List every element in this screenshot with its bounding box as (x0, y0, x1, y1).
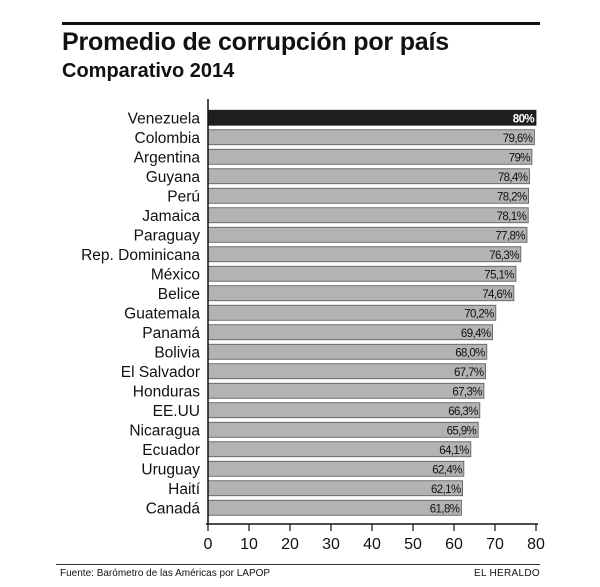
x-tick-label: 70 (486, 536, 504, 553)
bar (207, 382, 485, 399)
bar (207, 421, 479, 438)
value-label: 67,7% (454, 367, 484, 379)
value-label: 79,6% (503, 133, 533, 145)
category-label: Colombia (135, 130, 201, 147)
value-label: 62,4% (432, 464, 462, 476)
value-label: 65,9% (447, 425, 477, 437)
value-label: 78,2% (497, 191, 527, 203)
category-label: Paraguay (134, 227, 201, 244)
x-tick-label: 0 (204, 536, 213, 553)
category-label: Guatemala (124, 305, 200, 322)
bar (207, 168, 530, 185)
chart-subtitle: Comparativo 2014 (62, 60, 235, 82)
value-label: 69,4% (461, 328, 491, 340)
category-label: El Salvador (121, 364, 200, 381)
x-tick-label: 30 (322, 536, 340, 553)
bar (207, 402, 481, 419)
bar (207, 265, 517, 282)
bar (207, 129, 535, 146)
bar (207, 207, 529, 224)
value-label: 80% (513, 113, 535, 125)
brand-label: EL HERALDO (474, 568, 540, 579)
bar (207, 187, 530, 204)
x-tick-label: 40 (363, 536, 381, 553)
category-label: Rep. Dominicana (81, 247, 200, 264)
bar (207, 441, 472, 458)
bar (207, 226, 528, 243)
value-label: 79% (509, 152, 531, 164)
category-label: Haití (168, 481, 201, 498)
x-tick-label: 10 (240, 536, 258, 553)
category-label: Honduras (133, 383, 200, 400)
category-label: EE.UU (153, 403, 200, 420)
bar (207, 285, 515, 302)
bar (207, 343, 488, 360)
category-label: México (151, 266, 200, 283)
category-label: Guyana (146, 169, 201, 186)
bar (207, 324, 493, 341)
category-label: Nicaragua (129, 422, 200, 439)
footer-rule (56, 564, 540, 565)
bar (207, 363, 486, 380)
value-label: 76,3% (489, 250, 519, 262)
value-label: 78,4% (498, 172, 528, 184)
bar (207, 304, 497, 321)
category-label: Canadá (146, 500, 201, 517)
bar (207, 109, 537, 126)
category-label: Bolivia (154, 344, 200, 361)
value-label: 66,3% (448, 406, 478, 418)
category-label: Uruguay (141, 461, 200, 478)
chart-title: Promedio de corrupción por país (62, 28, 449, 56)
category-label: Argentina (134, 149, 201, 166)
bar (207, 246, 522, 263)
category-label: Ecuador (142, 442, 200, 459)
category-label: Perú (167, 188, 200, 205)
value-label: 78,1% (497, 211, 527, 223)
value-label: 75,1% (484, 269, 514, 281)
bar (207, 460, 465, 477)
value-label: 61,8% (430, 503, 460, 515)
value-label: 68,0% (455, 347, 485, 359)
category-label: Panamá (142, 325, 200, 342)
x-tick-label: 20 (281, 536, 299, 553)
top-rule (62, 22, 540, 25)
value-label: 77,8% (495, 230, 525, 242)
bar (207, 148, 533, 165)
x-tick-label: 50 (404, 536, 422, 553)
value-label: 62,1% (431, 484, 461, 496)
bar (207, 499, 462, 516)
value-label: 64,1% (439, 445, 469, 457)
value-label: 74,6% (482, 289, 512, 301)
category-label: Jamaica (142, 208, 200, 225)
x-tick-label: 80 (527, 536, 545, 553)
category-label: Belice (158, 286, 200, 303)
value-label: 67,3% (452, 386, 482, 398)
bar (207, 480, 464, 497)
value-label: 70,2% (464, 308, 494, 320)
x-tick-label: 60 (445, 536, 463, 553)
source-note: Fuente: Barómetro de las Américas por LA… (60, 568, 271, 579)
category-label: Venezuela (128, 110, 201, 127)
